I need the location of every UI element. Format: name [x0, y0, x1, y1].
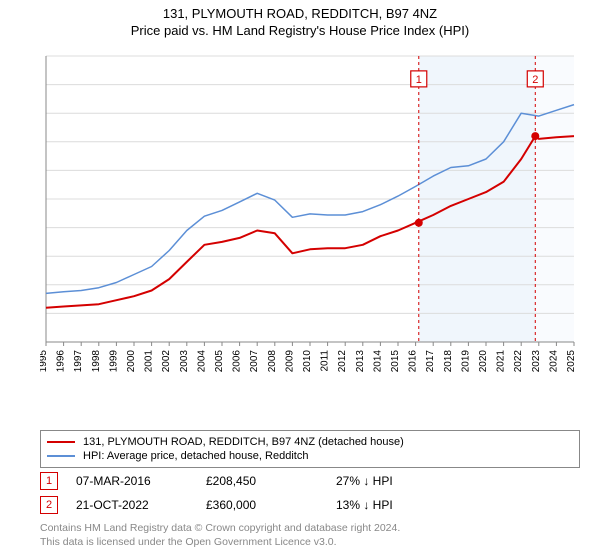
svg-text:2002: 2002 — [161, 350, 172, 373]
page-container: 131, PLYMOUTH ROAD, REDDITCH, B97 4NZ Pr… — [0, 0, 600, 560]
record-delta: 27% ↓ HPI — [336, 474, 466, 488]
record-price: £208,450 — [206, 474, 336, 488]
svg-text:1996: 1996 — [56, 350, 67, 373]
title-area: 131, PLYMOUTH ROAD, REDDITCH, B97 4NZ Pr… — [0, 0, 600, 38]
svg-text:2000: 2000 — [126, 350, 137, 373]
legend-swatch — [47, 441, 75, 443]
svg-text:2024: 2024 — [548, 350, 559, 373]
svg-text:2010: 2010 — [302, 350, 313, 373]
svg-text:2004: 2004 — [196, 350, 207, 373]
title-main: 131, PLYMOUTH ROAD, REDDITCH, B97 4NZ — [0, 6, 600, 21]
footer-line1: Contains HM Land Registry data © Crown c… — [40, 522, 400, 536]
svg-text:2022: 2022 — [513, 350, 524, 373]
legend-label: 131, PLYMOUTH ROAD, REDDITCH, B97 4NZ (d… — [83, 436, 404, 448]
svg-text:2008: 2008 — [267, 350, 278, 373]
record-row: 1 07-MAR-2016£208,45027% ↓ HPI — [40, 472, 580, 490]
record-row: 2 21-OCT-2022£360,00013% ↓ HPI — [40, 496, 580, 514]
svg-text:2005: 2005 — [214, 350, 225, 373]
footer-line2: This data is licensed under the Open Gov… — [40, 536, 400, 550]
record-price: £360,000 — [206, 498, 336, 512]
svg-text:2: 2 — [532, 74, 538, 86]
svg-text:2019: 2019 — [460, 350, 471, 373]
price-chart: £0£50K£100K£150K£200K£250K£300K£350K£400… — [40, 50, 580, 390]
svg-text:2023: 2023 — [531, 350, 542, 373]
record-marker: 1 — [40, 472, 58, 490]
svg-text:2018: 2018 — [443, 350, 454, 373]
svg-text:2013: 2013 — [355, 350, 366, 373]
svg-text:2007: 2007 — [249, 350, 260, 373]
record-marker: 2 — [40, 496, 58, 514]
title-sub: Price paid vs. HM Land Registry's House … — [0, 23, 600, 38]
record-delta: 13% ↓ HPI — [336, 498, 466, 512]
svg-text:2014: 2014 — [372, 350, 383, 373]
legend-item: 131, PLYMOUTH ROAD, REDDITCH, B97 4NZ (d… — [47, 435, 573, 449]
svg-text:1998: 1998 — [91, 350, 102, 373]
svg-text:1: 1 — [416, 74, 422, 86]
legend-label: HPI: Average price, detached house, Redd… — [83, 450, 308, 462]
svg-text:2020: 2020 — [478, 350, 489, 373]
svg-text:2025: 2025 — [566, 350, 577, 373]
footer: Contains HM Land Registry data © Crown c… — [40, 522, 400, 549]
svg-text:1995: 1995 — [40, 350, 49, 373]
legend-item: HPI: Average price, detached house, Redd… — [47, 449, 573, 463]
svg-text:2012: 2012 — [337, 350, 348, 373]
svg-text:2011: 2011 — [320, 350, 331, 372]
svg-text:2021: 2021 — [496, 350, 507, 373]
svg-text:1999: 1999 — [108, 350, 119, 373]
svg-text:2017: 2017 — [425, 350, 436, 373]
record-date: 07-MAR-2016 — [76, 474, 206, 488]
chart-svg: £0£50K£100K£150K£200K£250K£300K£350K£400… — [40, 50, 580, 390]
svg-text:2006: 2006 — [232, 350, 243, 373]
legend-swatch — [47, 455, 75, 457]
data-rows: 1 07-MAR-2016£208,45027% ↓ HPI 2 21-OCT-202… — [40, 472, 580, 520]
svg-text:2016: 2016 — [408, 350, 419, 373]
svg-text:2015: 2015 — [390, 350, 401, 373]
svg-text:1997: 1997 — [73, 350, 84, 373]
record-date: 21-OCT-2022 — [76, 498, 206, 512]
svg-text:2003: 2003 — [179, 350, 190, 373]
svg-text:2009: 2009 — [284, 350, 295, 373]
svg-text:2001: 2001 — [144, 350, 155, 373]
legend: 131, PLYMOUTH ROAD, REDDITCH, B97 4NZ (d… — [40, 430, 580, 468]
